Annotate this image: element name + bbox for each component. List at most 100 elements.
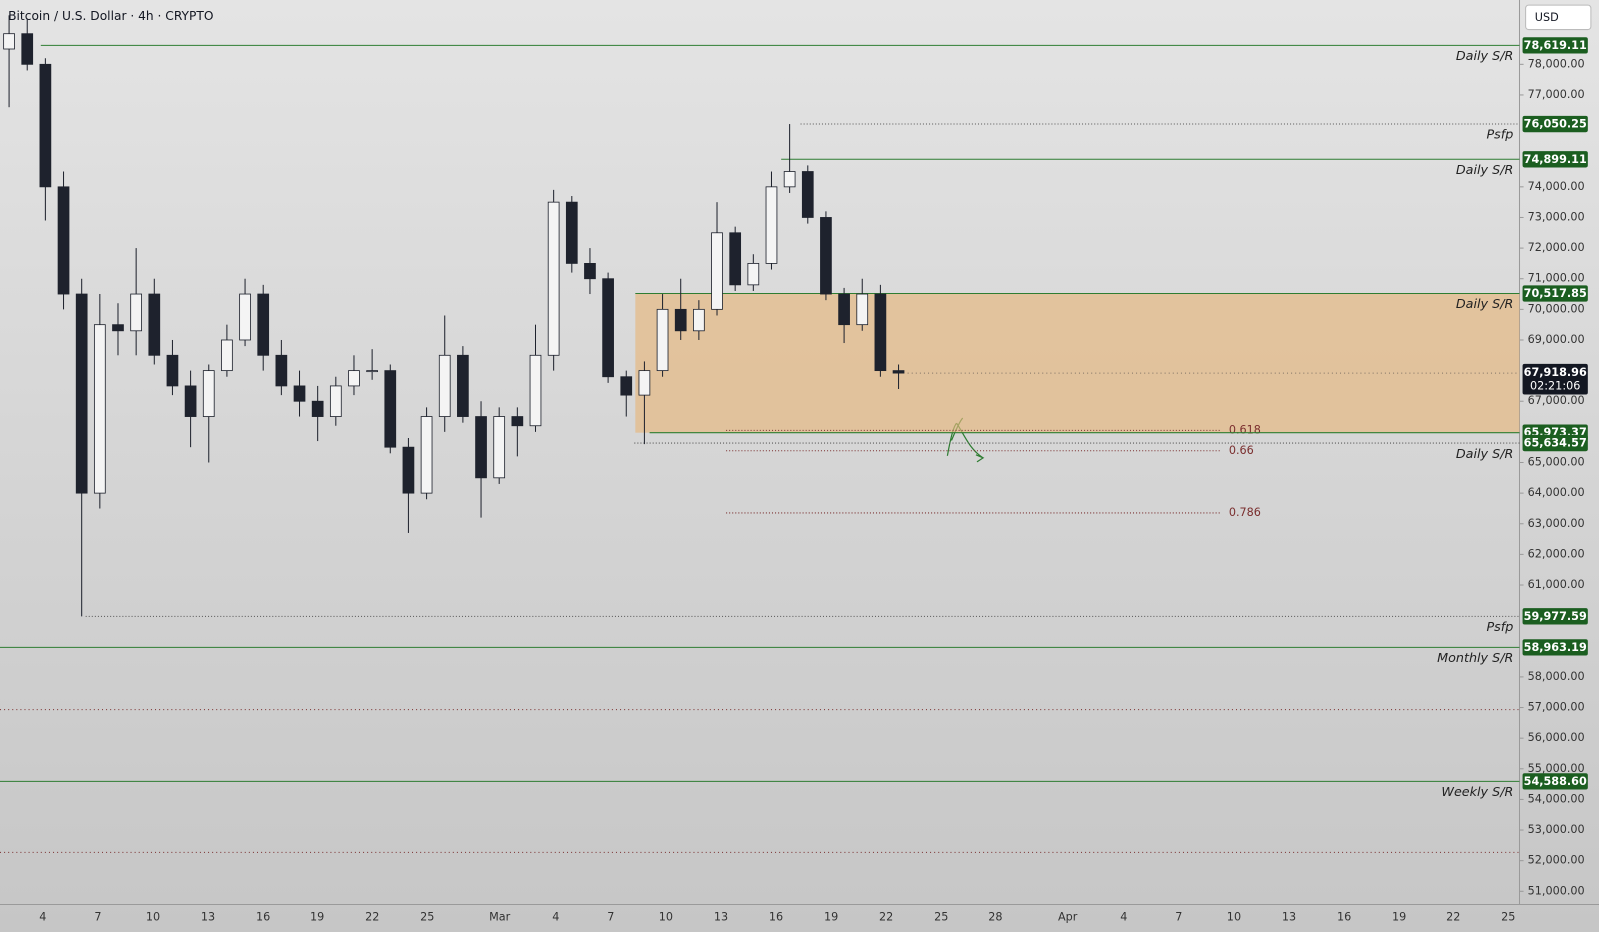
candle-body — [783, 171, 796, 188]
candle-body — [801, 171, 814, 218]
y-tick-label: 72,000.00 — [1528, 241, 1585, 254]
candle-body — [221, 339, 233, 372]
x-tick-label: 28 — [988, 911, 1002, 924]
price-tag-label: 54,588.60 — [1524, 775, 1587, 788]
x-tick-label: 22 — [1446, 911, 1460, 924]
zone — [635, 293, 1520, 433]
candle-body — [547, 201, 560, 356]
level-text: Daily S/R — [1456, 49, 1514, 64]
candle-body — [493, 416, 506, 479]
price-tag-label: 65,634.57 — [1524, 437, 1587, 450]
candle-body — [892, 370, 905, 374]
last-price-tag — [1522, 363, 1588, 395]
candle-body — [257, 293, 270, 356]
y-tick-label: 58,000.00 — [1528, 670, 1585, 683]
candle-body — [457, 354, 469, 417]
price-tag-label: 78,619.11 — [1524, 39, 1587, 52]
price-tag-label: 76,050.25 — [1524, 118, 1587, 131]
candle-body — [21, 33, 34, 65]
candle-body — [39, 63, 52, 188]
candle-body — [112, 324, 124, 332]
candle-body — [674, 308, 687, 332]
x-tick-label: 10 — [659, 911, 673, 924]
y-tick-label: 52,000.00 — [1528, 854, 1585, 867]
level-text: Daily S/R — [1456, 447, 1514, 462]
price-tag-label: 70,517.85 — [1524, 287, 1587, 300]
candle-body — [93, 324, 106, 494]
candle-body — [148, 293, 161, 356]
countdown-label: 02:21:06 — [1530, 379, 1580, 392]
x-tick-label: 16 — [256, 911, 270, 924]
candle-body — [529, 354, 542, 427]
y-tick-label: 64,000.00 — [1528, 486, 1585, 499]
candle-body — [602, 278, 614, 378]
y-tick-label: 56,000.00 — [1528, 731, 1585, 744]
price-tag — [1522, 151, 1588, 168]
candle-body — [239, 293, 251, 341]
level-text: Weekly S/R — [1441, 785, 1513, 800]
candle-body — [565, 201, 578, 264]
x-tick-label: 13 — [201, 911, 215, 924]
x-tick-label: 4 — [552, 911, 559, 924]
price-tag — [1522, 608, 1588, 625]
x-tick-label: 4 — [1120, 911, 1127, 924]
price-tag — [1522, 434, 1588, 452]
x-tick-label: 25 — [1501, 911, 1515, 924]
candle-body — [57, 186, 70, 295]
candle-body — [638, 370, 651, 396]
fib-label: 0.786 — [1229, 506, 1261, 519]
x-tick-label: 10 — [1227, 911, 1241, 924]
x-tick-label: 25 — [934, 911, 948, 924]
candle-body — [820, 217, 832, 295]
candle-body — [838, 293, 850, 326]
candle-body — [275, 354, 288, 387]
candle-body — [202, 370, 215, 417]
y-tick-label: 53,000.00 — [1528, 823, 1585, 836]
x-tick-label: 13 — [1282, 911, 1296, 924]
price-tag-label: 58,963.19 — [1524, 641, 1587, 654]
x-tick-label: 19 — [1392, 911, 1406, 924]
y-tick-label: 69,000.00 — [1528, 333, 1585, 346]
y-tick-label: 65,000.00 — [1528, 455, 1585, 468]
candle-body — [584, 263, 596, 280]
candle-body — [511, 416, 524, 427]
price-tag-label: 59,977.59 — [1524, 610, 1587, 623]
x-tick-label: 10 — [146, 911, 160, 924]
currency-button[interactable] — [1525, 4, 1592, 31]
y-tick-label: 51,000.00 — [1528, 884, 1585, 897]
candle-body — [874, 293, 887, 372]
candle-body — [329, 385, 342, 417]
y-tick-label: 61,000.00 — [1528, 578, 1585, 591]
candle-body — [166, 354, 179, 387]
candle-body — [184, 385, 197, 417]
y-tick-label: 54,000.00 — [1528, 792, 1585, 805]
y-tick-label: 67,000.00 — [1528, 394, 1585, 407]
x-tick-label: 4 — [39, 911, 46, 924]
y-tick-label: 70,000.00 — [1528, 302, 1585, 315]
candle-body — [747, 263, 760, 286]
candle-body — [693, 308, 705, 332]
price-tag — [1522, 37, 1588, 54]
candle-body — [475, 416, 487, 479]
x-tick-label: 16 — [1337, 911, 1351, 924]
level-text: Psfp — [1486, 128, 1513, 143]
x-tick-label: 13 — [714, 911, 728, 924]
currency-label[interactable]: USD — [1535, 11, 1559, 24]
x-tick-label: 19 — [310, 911, 324, 924]
y-tick-label: 78,000.00 — [1528, 57, 1585, 70]
candle-body — [384, 370, 397, 448]
x-tick-label: 22 — [879, 911, 893, 924]
x-tick-label: 19 — [824, 911, 838, 924]
candle-body — [402, 446, 415, 494]
y-tick-label: 57,000.00 — [1528, 701, 1585, 714]
y-tick-label: 63,000.00 — [1528, 517, 1585, 530]
x-tick-label: 16 — [769, 911, 783, 924]
candle-body — [620, 376, 633, 396]
price-tag — [1522, 639, 1588, 656]
y-tick-label: 73,000.00 — [1528, 210, 1585, 223]
last-price-label: 67,918.96 — [1524, 366, 1587, 379]
x-tick-label: 25 — [420, 911, 434, 924]
level-text: Daily S/R — [1456, 163, 1514, 178]
